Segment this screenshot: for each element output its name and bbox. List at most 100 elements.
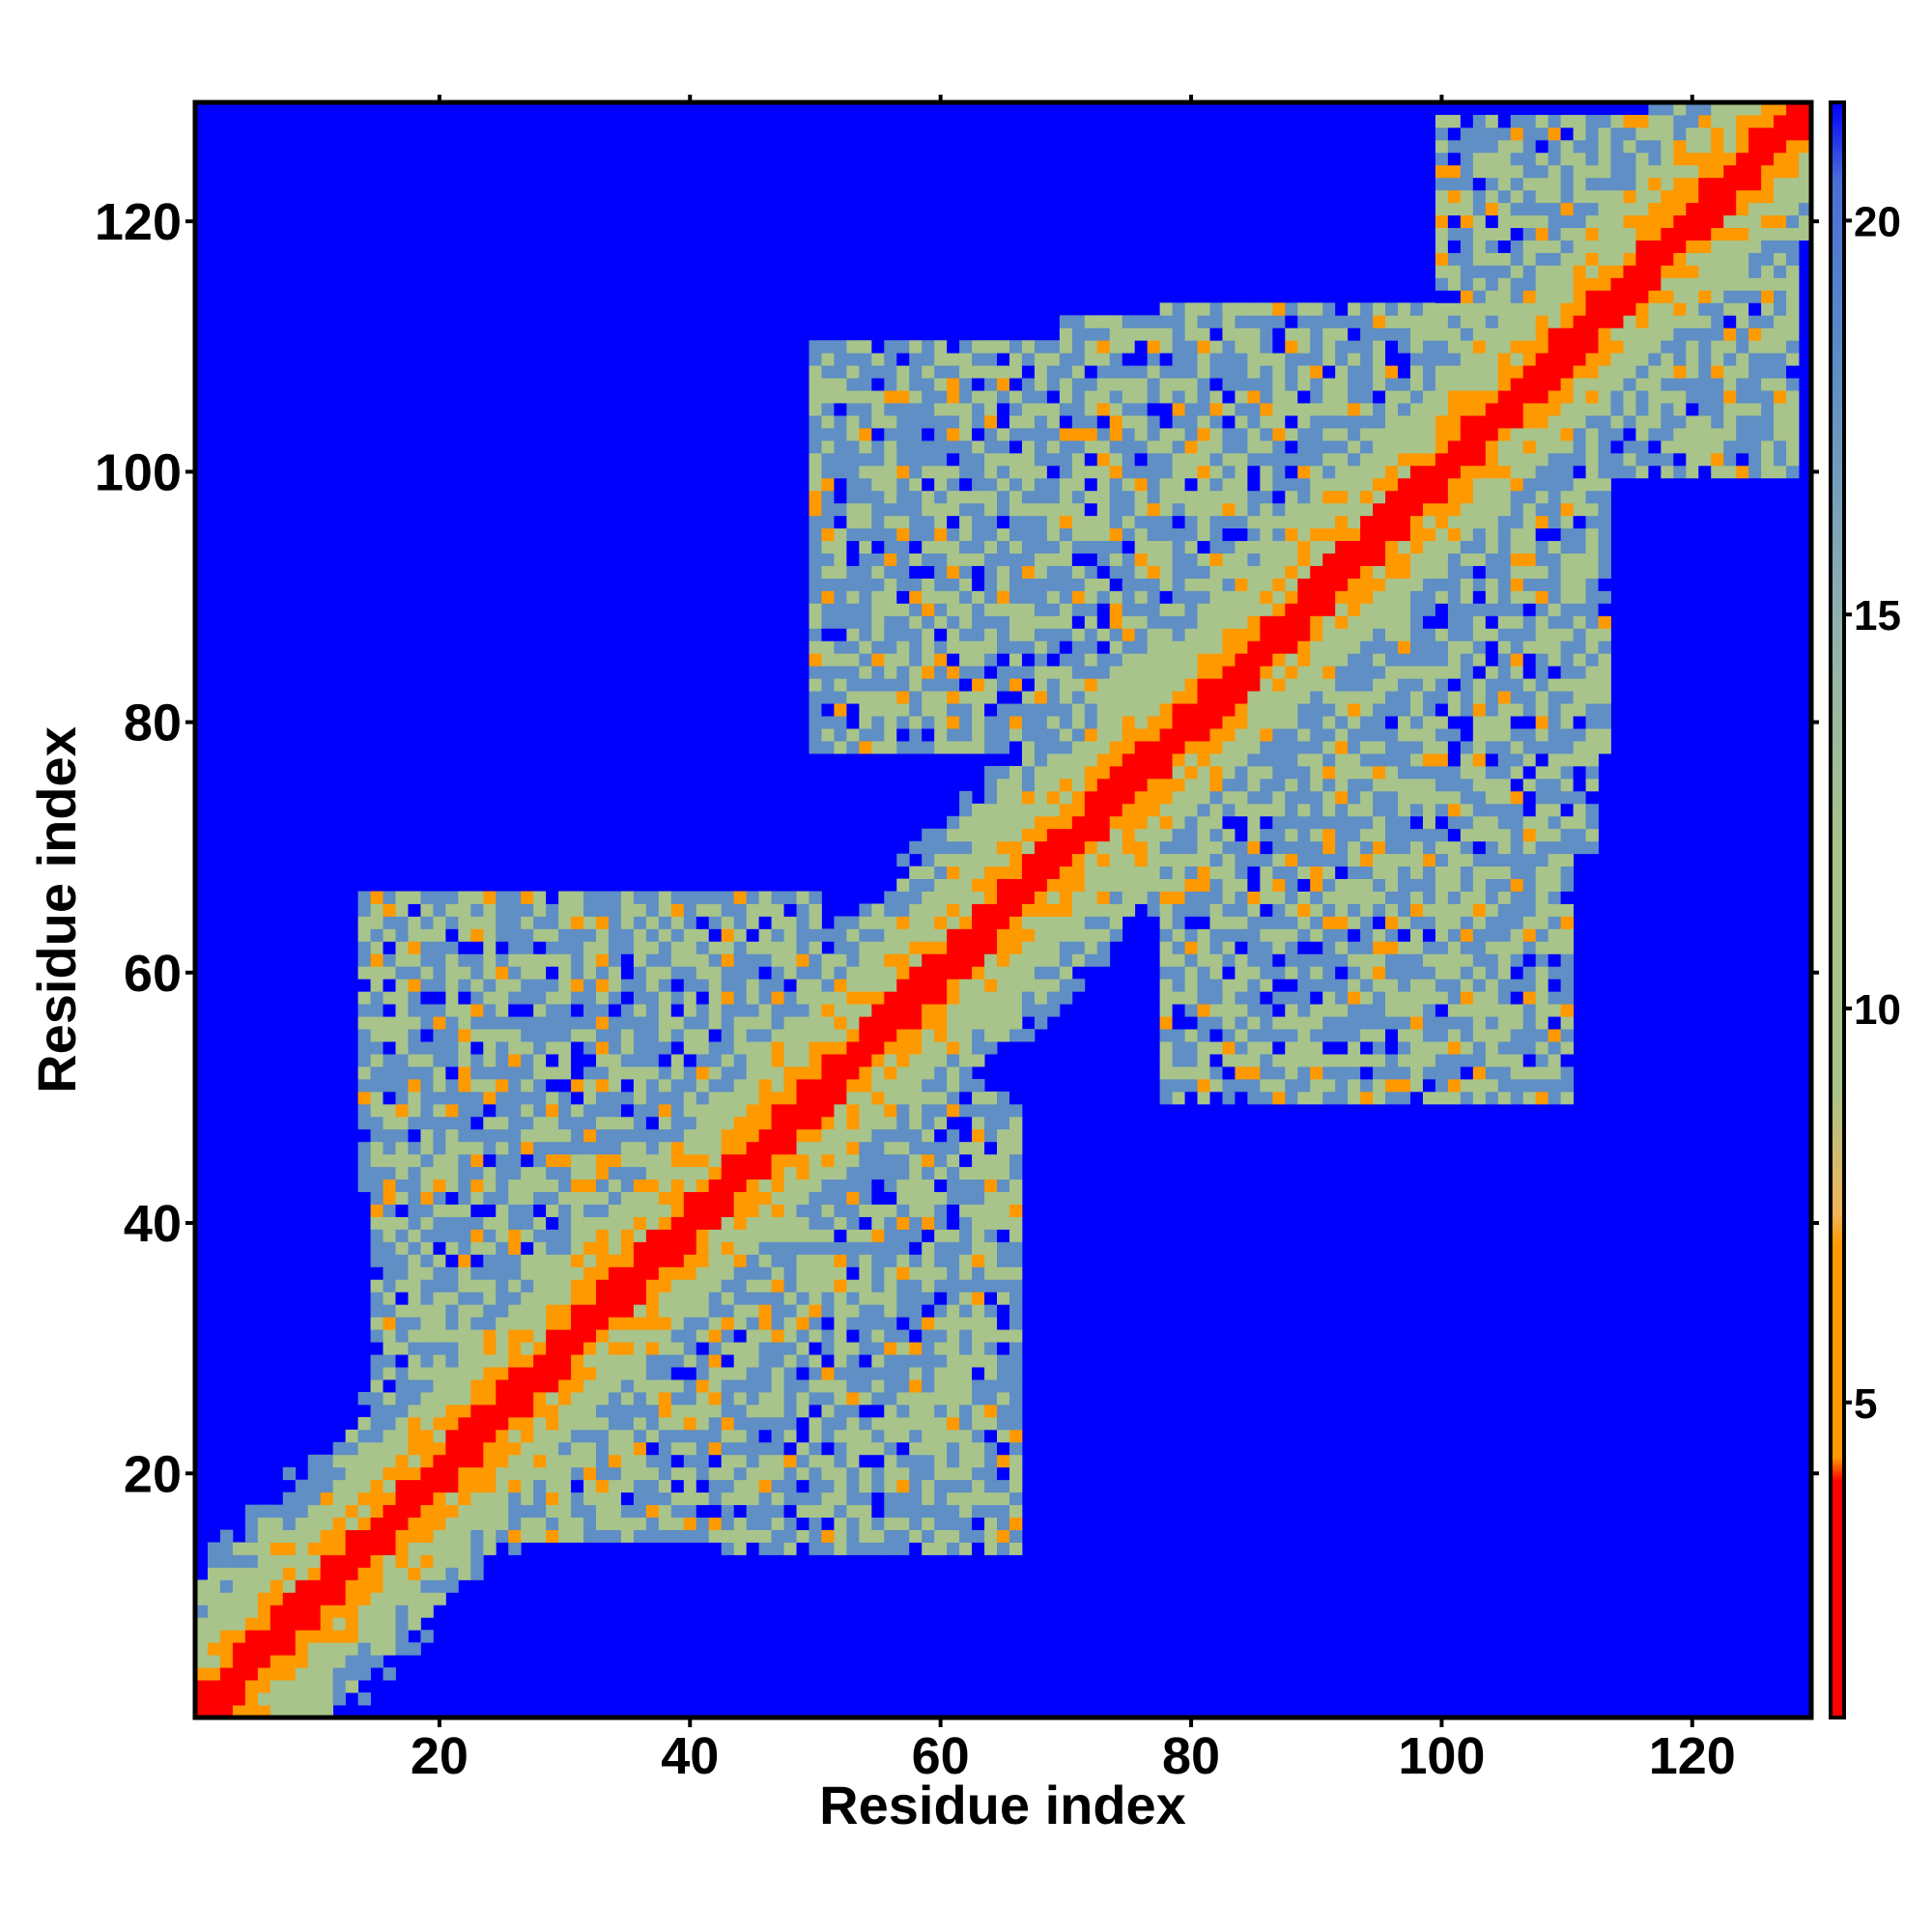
heatmap-cell xyxy=(1009,1279,1023,1293)
heatmap-cell xyxy=(884,1279,897,1293)
heatmap-cell xyxy=(934,1179,948,1193)
heatmap-cell xyxy=(1046,403,1061,416)
heatmap-cell xyxy=(834,1166,847,1180)
heatmap-cell xyxy=(596,916,610,929)
heatmap-cell xyxy=(1235,315,1248,328)
heatmap-cell xyxy=(620,1379,635,1393)
heatmap-cell xyxy=(420,1204,434,1217)
heatmap-cell xyxy=(871,1354,885,1368)
heatmap-cell xyxy=(922,1429,935,1443)
heatmap-cell xyxy=(521,941,534,954)
heatmap-cell xyxy=(470,953,484,967)
heatmap-cell xyxy=(1172,753,1185,767)
heatmap-cell xyxy=(997,340,1010,354)
heatmap-cell xyxy=(608,1029,622,1042)
heatmap-cell xyxy=(909,666,923,679)
heatmap-cell xyxy=(771,966,784,980)
heatmap-cell xyxy=(821,628,835,641)
heatmap-cell xyxy=(445,1004,459,1017)
heatmap-cell xyxy=(345,1642,358,1656)
heatmap-cell xyxy=(521,1404,534,1418)
heatmap-cell xyxy=(997,878,1010,892)
heatmap-cell xyxy=(596,1016,610,1030)
heatmap-cell xyxy=(533,1153,547,1168)
heatmap-cell xyxy=(383,1466,396,1481)
heatmap-cell xyxy=(1184,728,1198,742)
heatmap-cell xyxy=(244,1529,259,1543)
heatmap-cell xyxy=(1222,327,1236,341)
heatmap-cell xyxy=(959,1041,973,1055)
heatmap-cell xyxy=(871,1504,885,1519)
heatmap-cell xyxy=(809,527,822,542)
heatmap-cell xyxy=(1096,603,1111,616)
heatmap-cell xyxy=(859,515,872,529)
heatmap-cell xyxy=(922,691,935,704)
heatmap-cell xyxy=(984,803,998,817)
heatmap-cell xyxy=(947,941,960,954)
heatmap-cell xyxy=(670,1116,685,1130)
heatmap-cell xyxy=(984,966,998,980)
heatmap-cell xyxy=(896,953,910,967)
heatmap-cell xyxy=(896,340,910,354)
heatmap-cell xyxy=(1172,565,1185,579)
heatmap-cell xyxy=(947,640,960,654)
heatmap-cell xyxy=(1209,1029,1223,1042)
heatmap-cell xyxy=(546,1016,559,1030)
heatmap-cell xyxy=(583,1191,597,1205)
heatmap-cell xyxy=(420,1429,434,1443)
heatmap-cell xyxy=(871,427,885,441)
heatmap-cell xyxy=(997,1542,1010,1555)
heatmap-cell xyxy=(195,1692,209,1706)
heatmap-cell xyxy=(420,1504,434,1519)
heatmap-cell xyxy=(1096,340,1111,354)
heatmap-cell xyxy=(1147,653,1161,667)
heatmap-cell xyxy=(1209,353,1223,366)
heatmap-cell xyxy=(383,1153,396,1168)
heatmap-cell xyxy=(1297,828,1311,842)
heatmap-cell xyxy=(821,340,835,354)
heatmap-cell xyxy=(1071,765,1086,780)
heatmap-cell xyxy=(746,1204,760,1217)
heatmap-cell xyxy=(1222,815,1236,830)
heatmap-cell xyxy=(521,1329,534,1343)
heatmap-cell xyxy=(1159,590,1173,604)
heatmap-cell xyxy=(959,790,973,805)
heatmap-cell xyxy=(370,1517,384,1530)
heatmap-cell xyxy=(408,1592,421,1605)
heatmap-cell xyxy=(1034,440,1048,454)
heatmap-cell xyxy=(1134,515,1149,529)
heatmap-cell xyxy=(909,1204,923,1217)
heatmap-cell xyxy=(470,1004,484,1017)
heatmap-cell xyxy=(1046,703,1061,717)
heatmap-cell xyxy=(633,1479,647,1493)
heatmap-cell xyxy=(1009,415,1023,429)
heatmap-cell xyxy=(395,1392,409,1406)
heatmap-cell xyxy=(1184,803,1198,817)
heatmap-cell xyxy=(596,903,610,917)
heatmap-cell xyxy=(433,1492,446,1506)
heatmap-cell xyxy=(1159,815,1173,830)
heatmap-cell xyxy=(821,1103,835,1118)
heatmap-cell xyxy=(721,941,735,954)
heatmap-cell xyxy=(984,1153,998,1168)
heatmap-cell xyxy=(645,1529,660,1543)
heatmap-cell xyxy=(1297,1016,1311,1030)
heatmap-cell xyxy=(383,1103,396,1118)
heatmap-cell xyxy=(483,1054,497,1067)
heatmap-cell xyxy=(521,1342,534,1355)
heatmap-cell xyxy=(934,527,948,542)
heatmap-cell xyxy=(972,1254,985,1267)
heatmap-cell xyxy=(645,1204,660,1217)
heatmap-cell xyxy=(571,928,584,942)
heatmap-cell xyxy=(696,966,710,980)
heatmap-cell xyxy=(909,603,923,616)
heatmap-cell xyxy=(859,628,872,641)
heatmap-cell xyxy=(1034,427,1048,441)
heatmap-cell xyxy=(533,1492,547,1506)
heatmap-cell xyxy=(809,1216,822,1230)
heatmap-cell xyxy=(733,1342,748,1355)
heatmap-cell xyxy=(1197,440,1210,454)
heatmap-cell xyxy=(408,1266,421,1280)
heatmap-cell xyxy=(395,1317,409,1330)
heatmap-cell xyxy=(1034,765,1048,780)
